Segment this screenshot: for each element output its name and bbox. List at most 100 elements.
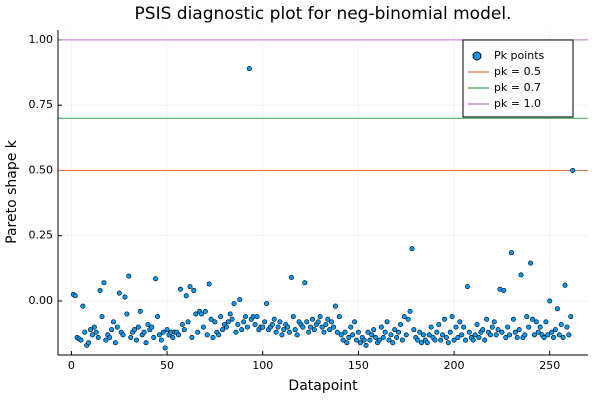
point [202,308,208,314]
point [547,298,553,304]
point [281,327,287,333]
point [162,345,168,351]
point [204,332,210,338]
point [216,332,222,338]
point [154,314,160,320]
point [308,324,314,330]
point [461,324,467,330]
point [275,324,281,330]
point [200,324,206,330]
point [501,288,507,294]
point [530,316,536,322]
legend-label: pk = 0.5 [494,65,541,78]
x-tick-label: 50 [160,359,174,372]
point [434,329,440,335]
point [346,335,352,341]
point [405,316,411,322]
point [269,321,275,327]
point [526,324,532,330]
x-tick-label: 0 [68,359,75,372]
point [392,327,398,333]
point [239,327,245,333]
point [505,324,511,330]
point [474,321,480,327]
y-axis-label: Pareto shape k [4,139,20,244]
point [464,284,470,290]
point [491,319,497,325]
point [273,329,279,335]
point [271,316,277,322]
point [564,324,570,330]
point [218,314,224,320]
point [407,308,413,314]
point [367,337,373,343]
point [120,332,126,338]
point [352,319,358,325]
point [199,311,205,317]
point [508,250,514,256]
point [376,337,382,343]
point [459,332,465,338]
point [292,327,298,333]
point [206,281,212,287]
y-tick-label: 0.25 [29,229,54,242]
point [287,329,293,335]
point [319,324,325,330]
point [80,303,86,309]
point [403,332,409,338]
point [499,329,505,335]
point [426,332,432,338]
point [342,329,348,335]
point [183,293,189,299]
point [453,324,459,330]
point [277,319,283,325]
point [480,327,486,333]
point [457,319,463,325]
point [290,314,296,320]
point [476,335,482,341]
point [445,340,451,346]
point [243,314,249,320]
point [110,319,116,325]
point [514,335,520,341]
point [109,327,115,333]
point [394,335,400,341]
y-tick-label: 0.75 [29,98,54,111]
point [396,329,402,335]
point [436,321,442,327]
point [390,340,396,346]
point [311,327,317,333]
point [176,332,182,338]
point [338,332,344,338]
point [185,319,191,325]
point [545,332,551,338]
point [399,337,405,343]
point [220,327,226,333]
point [103,337,109,343]
point [348,324,354,330]
point [97,288,103,294]
point [369,332,375,338]
point [558,321,564,327]
point [482,337,488,343]
point [135,324,141,330]
point [237,297,243,303]
x-tick-label: 100 [252,359,273,372]
point [424,340,430,346]
point [229,316,235,322]
point [321,329,327,335]
point [133,337,139,343]
point [91,324,97,330]
point [164,327,170,333]
point [420,332,426,338]
chart-title: PSIS diagnostic plot for neg-binomial mo… [135,4,512,24]
point [225,319,231,325]
point [357,340,363,346]
point [141,329,147,335]
point [264,301,270,307]
point [388,332,394,338]
point [143,340,149,346]
point [122,294,128,300]
